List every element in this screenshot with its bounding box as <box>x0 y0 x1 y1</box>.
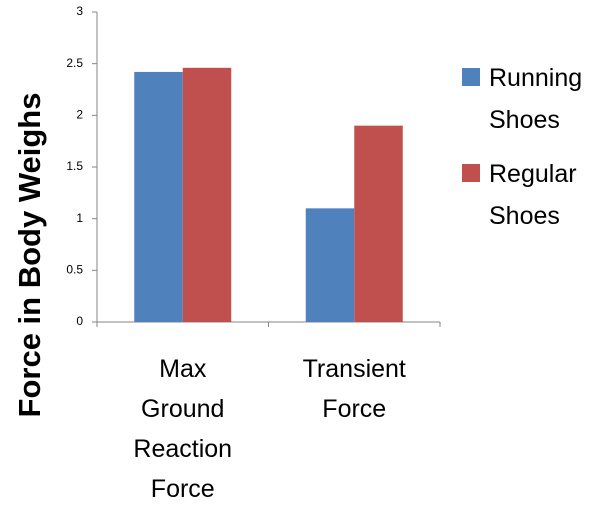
bar <box>134 71 183 322</box>
bar <box>305 208 355 322</box>
y-axis-label: Force in Body Weighs <box>12 93 47 418</box>
y-tick-label: 0 <box>76 314 83 328</box>
legend-label: Regular Shoes <box>489 160 577 230</box>
legend-swatch <box>462 164 480 182</box>
bar <box>182 67 232 322</box>
bar <box>354 125 403 323</box>
y-tick-label: 1.5 <box>66 159 83 173</box>
y-tick-label: 1 <box>76 211 83 225</box>
x-tick-label: Max Ground Reaction Force <box>133 355 232 503</box>
legend-label: Running Shoes <box>489 64 582 134</box>
y-tick-label: 0.5 <box>66 263 83 277</box>
y-tick-label: 2 <box>76 108 83 122</box>
legend-swatch <box>462 68 480 86</box>
x-tick-label: Transient Force <box>303 355 406 423</box>
y-tick-label: 2.5 <box>66 56 83 70</box>
y-tick-label: 3 <box>76 4 83 18</box>
